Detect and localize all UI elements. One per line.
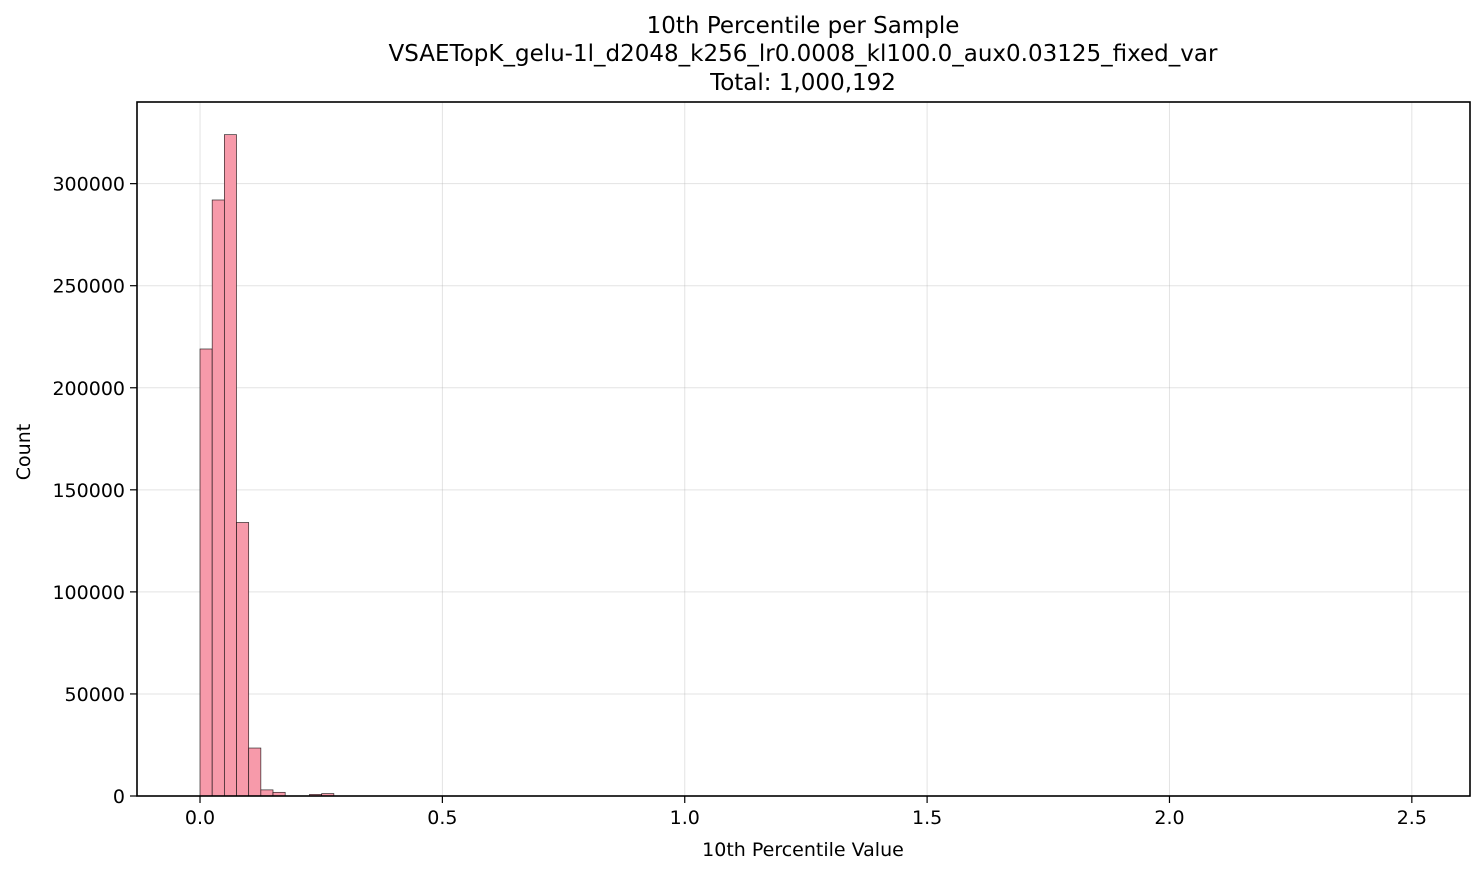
x-tick-label-4: 2.0 [1154,807,1184,829]
histogram-bar-1 [211,199,225,797]
histogram-bar-2 [223,134,237,797]
y-axis-label: Count [13,424,35,480]
chart-title: 10th Percentile per Sample VSAETopK_gelu… [389,13,1218,96]
histogram-bars [199,134,335,797]
title-line-2: VSAETopK_gelu-1l_d2048_k256_lr0.0008_kl1… [389,41,1218,67]
histogram-bar-3 [236,522,250,797]
histogram-bar-0 [199,348,213,797]
histogram-bar-4 [248,747,262,797]
x-tick-label-0: 0.0 [185,807,215,829]
grid-lines [137,102,1470,797]
x-axis-label: 10th Percentile Value [702,839,904,861]
y-tick-label-4: 200000 [52,378,125,400]
x-tick-label-2: 1.0 [670,807,700,829]
y-tick-label-0: 0 [113,786,125,808]
x-axis-ticks: 0.0 0.5 1.0 1.5 2.0 2.5 [185,796,1427,829]
x-tick-label-1: 0.5 [427,807,457,829]
x-tick-label-5: 2.5 [1397,807,1427,829]
x-tick-label-3: 1.5 [912,807,942,829]
y-tick-label-3: 150000 [52,480,125,502]
title-line-3: Total: 1,000,192 [709,70,896,96]
title-line-1: 10th Percentile per Sample [647,13,960,39]
y-tick-label-6: 300000 [52,174,125,196]
y-axis-ticks: 0 50000 100000 150000 200000 250000 300000 [52,174,137,808]
histogram-bar-5 [260,789,274,797]
y-tick-label-5: 250000 [52,276,125,298]
plot-frame [136,101,1471,797]
y-tick-label-2: 100000 [52,582,125,604]
y-tick-label-1: 50000 [65,684,125,706]
